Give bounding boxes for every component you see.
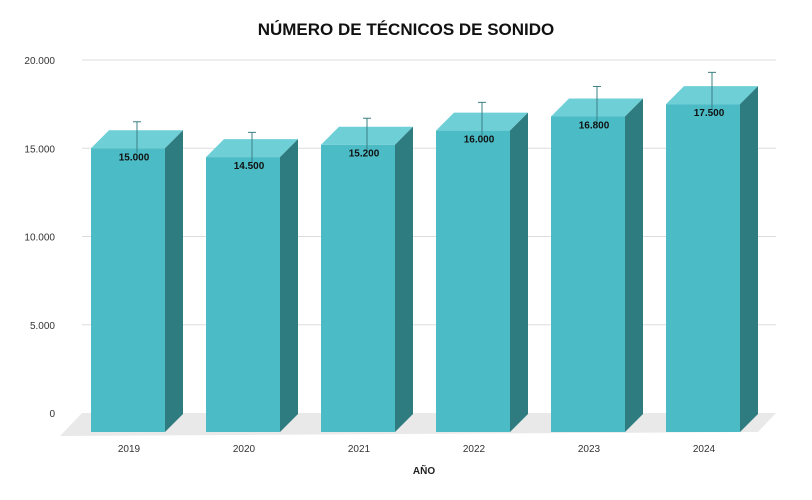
bar-front xyxy=(436,130,510,432)
bar-front xyxy=(91,148,165,432)
y-tick-label: 5.000 xyxy=(30,321,55,332)
chart-title: NÚMERO DE TÉCNICOS DE SONIDO xyxy=(258,20,555,39)
x-tick-label: 2019 xyxy=(118,444,141,455)
data-label: 14.500 xyxy=(234,161,265,172)
data-label: 16.800 xyxy=(579,120,610,131)
bar-side xyxy=(625,98,643,432)
bar-2021: 15.200 xyxy=(321,117,413,432)
x-axis-ticks: 2019 2020 2021 2022 2023 2024 xyxy=(118,444,716,455)
y-tick-label: 10.000 xyxy=(24,233,55,244)
bar-2023: 16.800 xyxy=(551,85,643,432)
bar-side xyxy=(510,112,528,432)
x-tick-label: 2022 xyxy=(463,444,486,455)
bar-front xyxy=(206,157,280,432)
bar-front xyxy=(321,144,395,432)
bar-2024: 17.500 xyxy=(666,71,758,432)
bar-front xyxy=(666,104,740,432)
data-label: 15.200 xyxy=(349,149,380,160)
bar-front xyxy=(551,116,625,432)
x-tick-label: 2020 xyxy=(233,444,256,455)
bar-side xyxy=(165,130,183,432)
bar-side xyxy=(395,126,413,432)
bar-2020: 14.500 xyxy=(206,131,298,432)
bars: 15.000 14.500 15.200 16.000 16.800 17.500 xyxy=(91,71,758,432)
y-tick-label: 20.000 xyxy=(24,56,55,67)
data-label: 15.000 xyxy=(119,152,150,163)
bar-2022: 16.000 xyxy=(436,101,528,432)
y-tick-label: 0 xyxy=(49,409,55,420)
x-tick-label: 2024 xyxy=(693,444,716,455)
x-tick-label: 2021 xyxy=(348,444,371,455)
bar-side xyxy=(280,139,298,432)
data-label: 17.500 xyxy=(694,108,725,119)
y-axis-ticks: 0 5.000 10.000 15.000 20.000 xyxy=(24,56,55,420)
bar-side xyxy=(740,86,758,432)
x-tick-label: 2023 xyxy=(578,444,601,455)
y-tick-label: 15.000 xyxy=(24,144,55,155)
data-label: 16.000 xyxy=(464,135,495,146)
x-axis-label: AÑO xyxy=(413,464,435,477)
bar-2019: 15.000 xyxy=(91,121,183,432)
gridlines xyxy=(82,59,776,326)
